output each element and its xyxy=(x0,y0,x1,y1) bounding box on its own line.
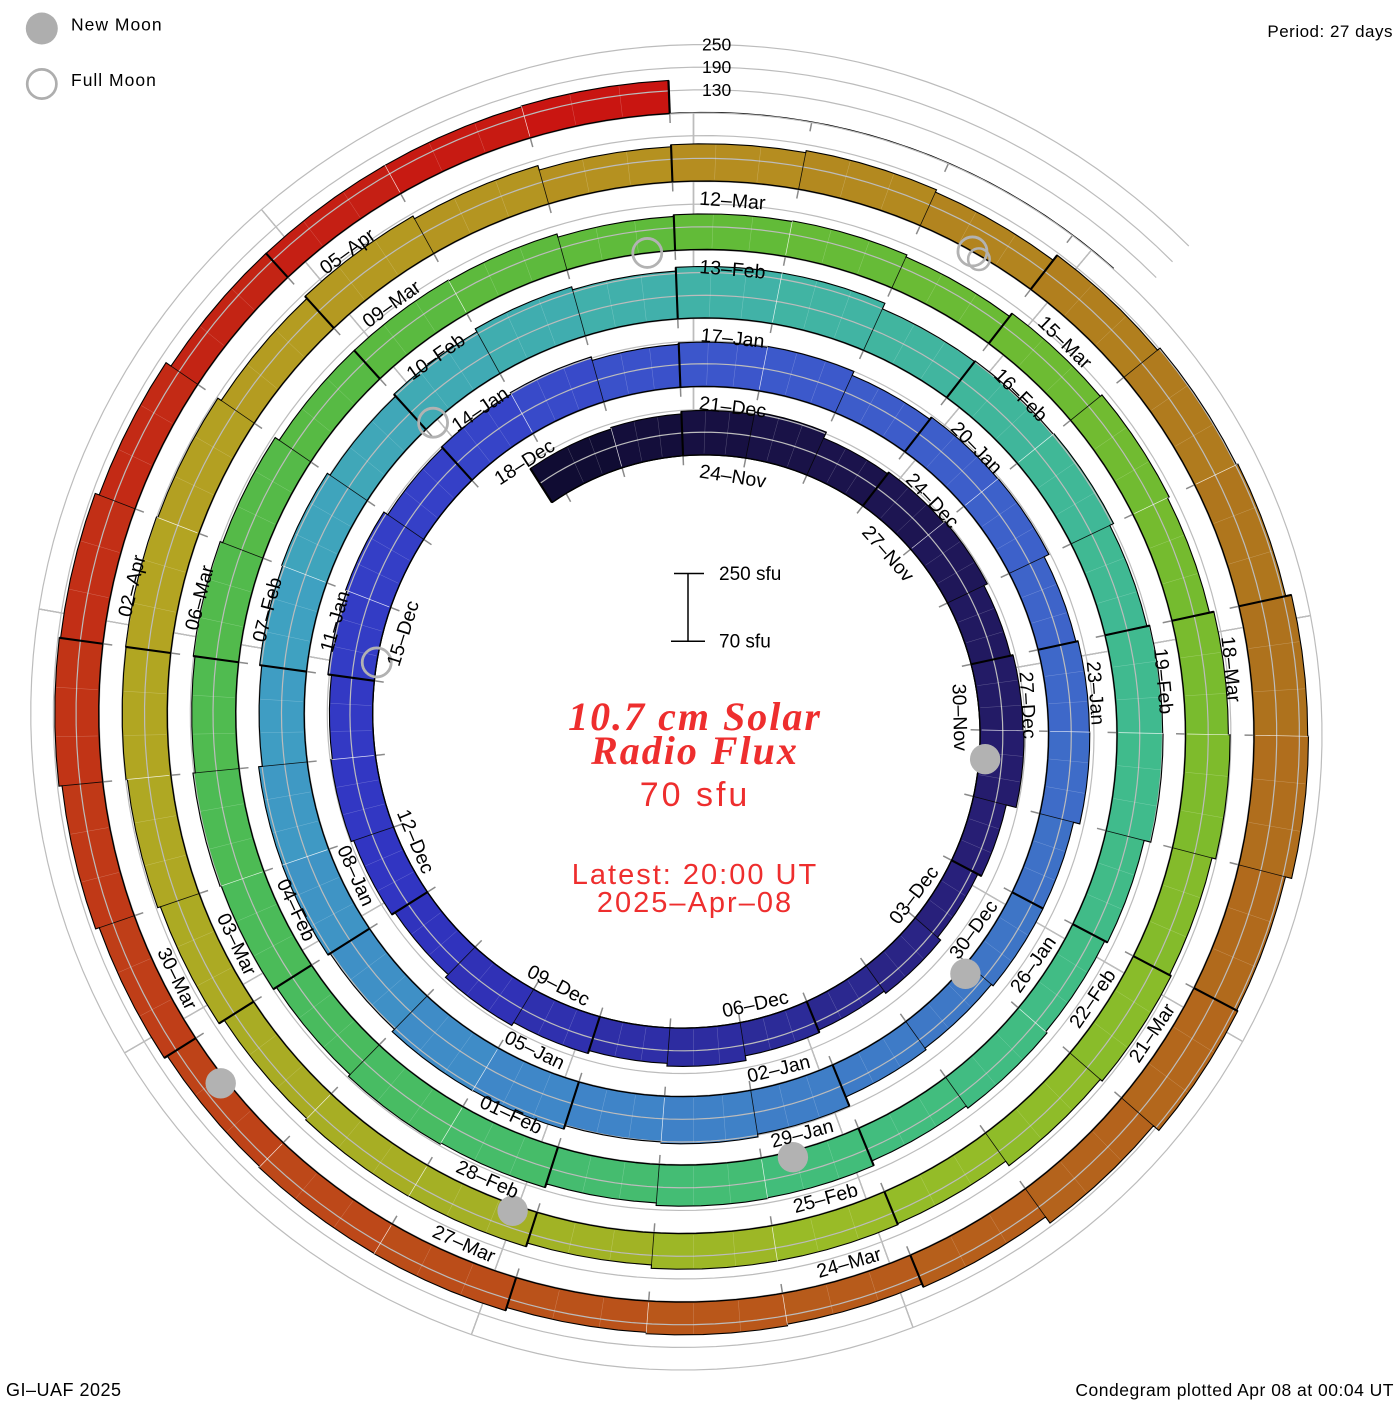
svg-text:Period: 27 days: Period: 27 days xyxy=(1267,22,1393,41)
svg-text:70 sfu: 70 sfu xyxy=(719,632,771,653)
svg-text:Radio Flux: Radio Flux xyxy=(590,728,799,773)
svg-text:190: 190 xyxy=(702,57,731,77)
svg-text:New Moon: New Moon xyxy=(71,15,163,35)
svg-text:Full Moon: Full Moon xyxy=(71,70,157,90)
svg-text:70 sfu: 70 sfu xyxy=(640,776,751,814)
svg-text:Condegram plotted Apr 08 at 00: Condegram plotted Apr 08 at 00:04 UT xyxy=(1075,1380,1394,1400)
svg-text:250 sfu: 250 sfu xyxy=(719,564,781,585)
svg-text:27–Dec: 27–Dec xyxy=(1015,671,1041,740)
svg-text:12–Mar: 12–Mar xyxy=(699,188,767,215)
svg-text:Latest: 20:00 UT: Latest: 20:00 UT xyxy=(572,859,818,891)
svg-text:GI–UAF 2025: GI–UAF 2025 xyxy=(6,1380,122,1400)
svg-text:130: 130 xyxy=(702,80,731,100)
svg-text:30–Nov: 30–Nov xyxy=(947,683,971,751)
svg-text:2025–Apr–08: 2025–Apr–08 xyxy=(597,887,793,919)
svg-text:10.7 cm Solar: 10.7 cm Solar xyxy=(568,694,822,739)
svg-text:250: 250 xyxy=(702,35,731,55)
svg-text:23–Jan: 23–Jan xyxy=(1082,660,1109,725)
